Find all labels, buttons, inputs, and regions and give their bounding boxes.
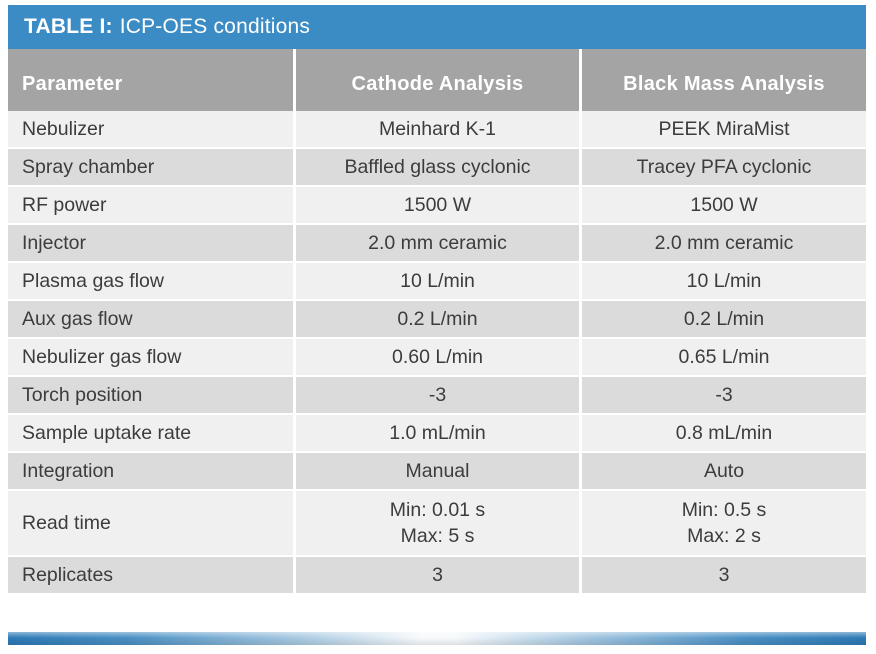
table-row: Injector 2.0 mm ceramic 2.0 mm ceramic: [8, 225, 866, 261]
cell-cathode-value: 0.60 L/min: [296, 339, 579, 375]
conditions-table: TABLE I: ICP-OES conditions Parameter Ca…: [8, 5, 866, 593]
table-row: Nebulizer Meinhard K-1 PEEK MiraMist: [8, 111, 866, 147]
cell-black-mass-value: PEEK MiraMist: [582, 111, 866, 147]
cell-black-mass-value: Tracey PFA cyclonic: [582, 149, 866, 185]
cell-cathode-value: 3: [296, 557, 579, 593]
cell-black-mass-value: Min: 0.5 s Max: 2 s: [582, 491, 866, 555]
cell-parameter: Integration: [8, 453, 293, 489]
table-row: RF power 1500 W 1500 W: [8, 187, 866, 223]
cell-cathode-value: 0.2 L/min: [296, 301, 579, 337]
cell-parameter: Nebulizer: [8, 111, 293, 147]
table-title-prefix: TABLE I:: [24, 15, 113, 38]
cell-cathode-value: 2.0 mm ceramic: [296, 225, 579, 261]
cell-black-mass-value: 0.2 L/min: [582, 301, 866, 337]
table-title-text: ICP-OES conditions: [119, 15, 311, 38]
cell-black-mass-value: -3: [582, 377, 866, 413]
cell-cathode-value: -3: [296, 377, 579, 413]
table-title-bar: TABLE I: ICP-OES conditions: [8, 5, 866, 49]
table-row: Nebulizer gas flow 0.60 L/min 0.65 L/min: [8, 339, 866, 375]
cell-black-mass-value: 2.0 mm ceramic: [582, 225, 866, 261]
cell-cathode-value: Min: 0.01 s Max: 5 s: [296, 491, 579, 555]
cell-black-mass-value: Auto: [582, 453, 866, 489]
table-row: Read time Min: 0.01 s Max: 5 s Min: 0.5 …: [8, 491, 866, 555]
cell-parameter: Plasma gas flow: [8, 263, 293, 299]
column-header-black-mass-analysis: Black Mass Analysis: [582, 49, 866, 111]
table-row: Torch position -3 -3: [8, 377, 866, 413]
cell-cathode-value: 1.0 mL/min: [296, 415, 579, 451]
cell-black-mass-value: 0.8 mL/min: [582, 415, 866, 451]
cell-black-mass-value: 1500 W: [582, 187, 866, 223]
cell-parameter: RF power: [8, 187, 293, 223]
cell-cathode-value: Meinhard K-1: [296, 111, 579, 147]
cell-parameter: Sample uptake rate: [8, 415, 293, 451]
cell-parameter: Aux gas flow: [8, 301, 293, 337]
table-row: Plasma gas flow 10 L/min 10 L/min: [8, 263, 866, 299]
table-header-row: Parameter Cathode Analysis Black Mass An…: [8, 49, 866, 111]
cell-black-mass-value: 3: [582, 557, 866, 593]
cell-parameter: Spray chamber: [8, 149, 293, 185]
cell-cathode-value: 10 L/min: [296, 263, 579, 299]
table-row: Aux gas flow 0.2 L/min 0.2 L/min: [8, 301, 866, 337]
cell-cathode-value: Baffled glass cyclonic: [296, 149, 579, 185]
cell-parameter: Replicates: [8, 557, 293, 593]
table-row: Spray chamber Baffled glass cyclonic Tra…: [8, 149, 866, 185]
cell-cathode-value: 1500 W: [296, 187, 579, 223]
table-row: Replicates 3 3: [8, 557, 866, 593]
cell-parameter: Injector: [8, 225, 293, 261]
table-row: Integration Manual Auto: [8, 453, 866, 489]
cell-black-mass-value: 0.65 L/min: [582, 339, 866, 375]
column-header-cathode-analysis: Cathode Analysis: [296, 49, 579, 111]
cell-cathode-value: Manual: [296, 453, 579, 489]
bottom-gradient-divider: [8, 632, 866, 645]
table-body: Nebulizer Meinhard K-1 PEEK MiraMist Spr…: [8, 111, 866, 593]
table-row: Sample uptake rate 1.0 mL/min 0.8 mL/min: [8, 415, 866, 451]
cell-parameter: Nebulizer gas flow: [8, 339, 293, 375]
cell-parameter: Read time: [8, 491, 293, 555]
cell-parameter: Torch position: [8, 377, 293, 413]
column-header-parameter: Parameter: [8, 49, 293, 111]
cell-black-mass-value: 10 L/min: [582, 263, 866, 299]
